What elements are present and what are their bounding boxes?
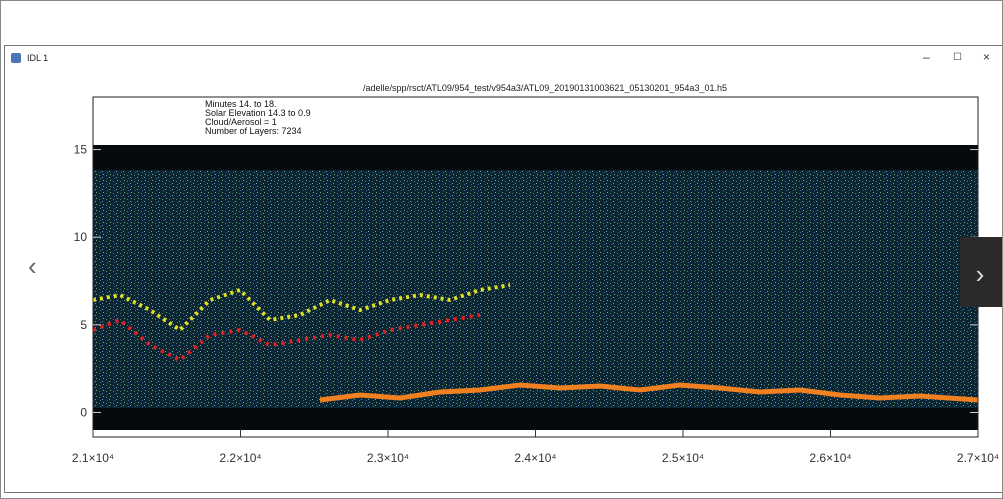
window-title: IDL 1	[27, 53, 49, 63]
next-button[interactable]	[960, 237, 1003, 307]
surface-layer	[319, 382, 979, 403]
prev-arrow[interactable]: ‹	[28, 251, 37, 281]
y-tick-label: 5	[80, 318, 87, 332]
annotation: Number of Layers: 7234	[205, 126, 302, 136]
close-button[interactable]: ×	[983, 50, 991, 64]
title-bar: IDL 1 – ☐ ×	[5, 46, 1002, 70]
annotation: Cloud/Aerosol = 1	[205, 117, 277, 127]
x-tick-label: 2.1×10⁴	[72, 451, 114, 465]
app-icon	[11, 53, 21, 63]
top-band	[93, 145, 978, 170]
plot-title: /adelle/spp/rsct/ATL09/954_test/v954a3/A…	[363, 83, 727, 93]
x-tick-label: 2.3×10⁴	[367, 451, 409, 465]
backscatter-image	[93, 170, 978, 408]
annotation: Solar Elevation 14.3 to 0.9	[205, 108, 311, 118]
annotation: Minutes 14. to 18.	[205, 99, 277, 109]
layer-overlay	[92, 313, 481, 363]
next-arrow[interactable]: ›	[976, 259, 985, 289]
y-tick-label: 0	[80, 405, 87, 419]
bottom-band	[93, 408, 978, 430]
minimize-button[interactable]: –	[923, 50, 930, 64]
x-tick-label: 2.4×10⁴	[514, 451, 556, 465]
x-tick-label: 2.2×10⁴	[219, 451, 261, 465]
y-tick-label: 15	[74, 143, 88, 157]
image	[92, 145, 979, 430]
x-tick-label: 2.6×10⁴	[809, 451, 851, 465]
x-tick-label: 2.7×10⁴	[957, 451, 999, 465]
y-tick-label: 10	[74, 230, 88, 244]
maximize-button[interactable]: ☐	[953, 52, 962, 63]
x-tick-label: 2.5×10⁴	[662, 451, 704, 465]
